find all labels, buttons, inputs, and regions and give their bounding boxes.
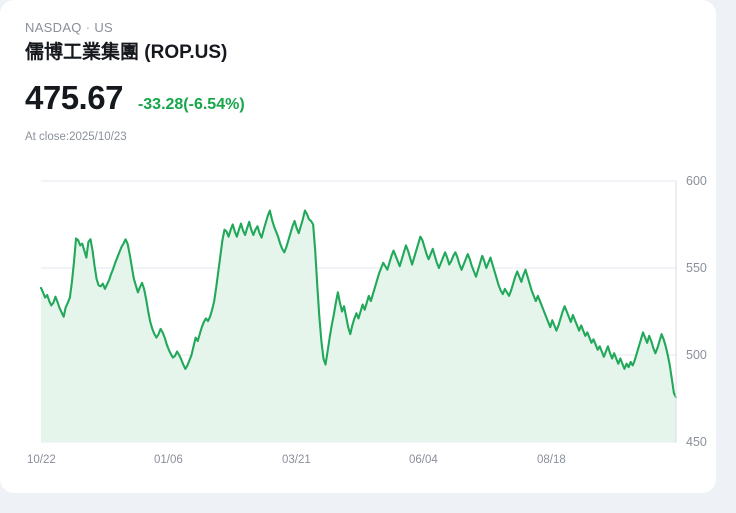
region-label: US <box>94 20 114 35</box>
y-tick-3: 450 <box>686 435 707 449</box>
price-chart[interactable]: 600 550 500 450 10/22 01/06 03/21 06/04 … <box>0 160 716 480</box>
y-tick-0: 600 <box>686 174 707 188</box>
y-tick-1: 550 <box>686 261 707 275</box>
x-tick-1: 01/06 <box>154 454 183 466</box>
exchange-name: NASDAQ <box>25 20 82 35</box>
chart-area-fill <box>41 210 676 442</box>
chart-canvas[interactable] <box>0 160 716 460</box>
y-axis: 600 550 500 450 <box>686 160 716 460</box>
y-tick-2: 500 <box>686 348 707 362</box>
quote-card: NASDAQ · US 儒博工業集團 (ROP.US) 475.67 -33.28(… <box>0 0 716 493</box>
exchange-row: NASDAQ · US <box>25 20 665 36</box>
separator-dot: · <box>85 20 91 35</box>
chart-line <box>39 209 678 399</box>
x-tick-3: 06/04 <box>409 454 438 466</box>
x-tick-0: 10/22 <box>27 454 56 466</box>
price-row: 475.67 -33.28(-6.54%) <box>25 79 665 117</box>
close-status: At close:2025/10/23 <box>25 131 127 143</box>
price-change: -33.28(-6.54%) <box>137 96 245 113</box>
page-title: 儒博工業集團 (ROP.US) <box>25 42 228 63</box>
x-axis: 10/22 01/06 03/21 06/04 08/18 <box>0 453 716 477</box>
last-price: 475.67 <box>25 79 123 116</box>
x-tick-2: 03/21 <box>282 454 311 466</box>
x-tick-4: 08/18 <box>537 454 566 466</box>
quote-header: NASDAQ · US 儒博工業集團 (ROP.US) 475.67 -33.28(… <box>25 20 665 145</box>
